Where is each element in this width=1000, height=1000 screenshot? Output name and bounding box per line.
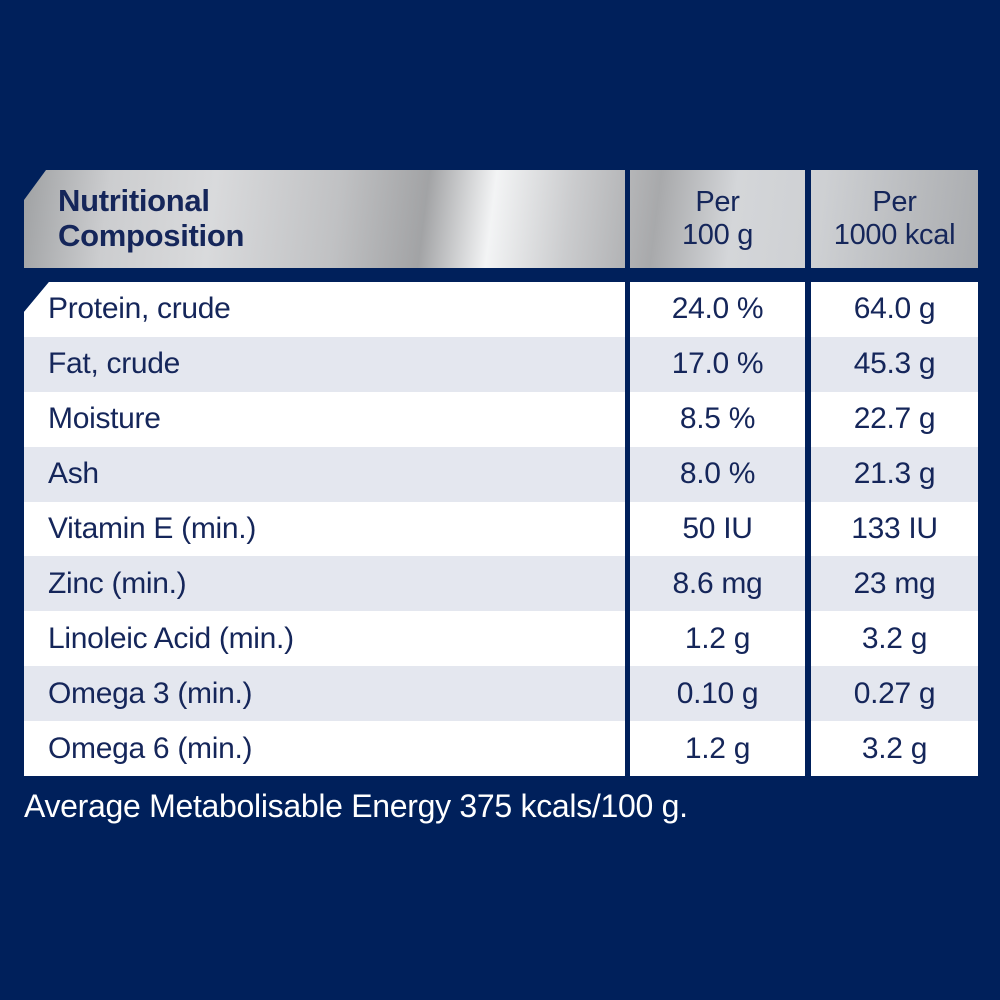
row-value-per-100g: 24.0 % bbox=[671, 292, 764, 326]
column-divider bbox=[625, 501, 630, 557]
col-header-per-100g: Per 100 g bbox=[630, 170, 805, 268]
column-divider bbox=[805, 721, 811, 776]
col-header-line: Per bbox=[872, 185, 917, 218]
row-value-per-1000kcal: 3.2 g bbox=[861, 731, 928, 765]
row-value-per-100g: 8.6 mg bbox=[672, 566, 763, 600]
row-label: Protein, crude bbox=[48, 292, 231, 326]
row-value-per-100g: 0.10 g bbox=[676, 676, 759, 710]
column-divider bbox=[625, 611, 630, 667]
row-label: Linoleic Acid (min.) bbox=[48, 621, 294, 655]
column-divider bbox=[805, 611, 811, 667]
col-header-line: Per bbox=[695, 185, 740, 218]
row-value-per-1000kcal: 64.0 g bbox=[853, 292, 936, 326]
column-divider bbox=[625, 446, 630, 502]
table-row: Protein, crude 24.0 % 64.0 g bbox=[24, 282, 978, 337]
row-value-per-100g: 1.2 g bbox=[684, 621, 751, 655]
col-header-line: 100 g bbox=[681, 219, 754, 251]
column-divider bbox=[805, 391, 811, 447]
row-label: Omega 6 (min.) bbox=[48, 731, 253, 765]
table-row: Omega 3 (min.) 0.10 g 0.27 g bbox=[24, 666, 978, 722]
col-header-per-1000kcal: Per 1000 kcal bbox=[811, 170, 978, 268]
column-divider bbox=[625, 666, 630, 722]
column-divider bbox=[805, 282, 811, 337]
row-value-per-100g: 1.2 g bbox=[684, 731, 751, 765]
header-title-cell: Nutritional Composition bbox=[24, 170, 625, 268]
row-value-per-1000kcal: 23 mg bbox=[853, 566, 936, 600]
table-row: Omega 6 (min.) 1.2 g 3.2 g bbox=[24, 721, 978, 776]
row-label: Ash bbox=[48, 457, 99, 491]
table-row: Moisture 8.5 % 22.7 g bbox=[24, 391, 978, 447]
row-label: Zinc (min.) bbox=[48, 566, 187, 600]
row-label: Omega 3 (min.) bbox=[48, 676, 253, 710]
col-header-line: 1000 kcal bbox=[833, 219, 956, 251]
column-divider bbox=[805, 666, 811, 722]
row-value-per-100g: 8.0 % bbox=[679, 457, 756, 491]
column-divider bbox=[805, 336, 811, 392]
column-divider bbox=[805, 446, 811, 502]
row-label: Moisture bbox=[48, 402, 161, 436]
column-divider bbox=[805, 556, 811, 612]
row-label: Vitamin E (min.) bbox=[48, 512, 257, 545]
table-row: Linoleic Acid (min.) 1.2 g 3.2 g bbox=[24, 611, 978, 667]
table-title: Nutritional Composition bbox=[58, 183, 245, 253]
table-row: Fat, crude 17.0 % 45.3 g bbox=[24, 336, 978, 392]
metabolisable-energy-note: Average Metabolisable Energy 375 kcals/1… bbox=[24, 788, 688, 824]
row-value-per-100g: 8.5 % bbox=[679, 402, 756, 436]
row-value-per-1000kcal: 21.3 g bbox=[853, 457, 936, 491]
row-value-per-1000kcal: 45.3 g bbox=[853, 347, 936, 381]
row-value-per-1000kcal: 133 IU bbox=[851, 512, 938, 545]
row-value-per-1000kcal: 0.27 g bbox=[853, 676, 936, 710]
table-row: Ash 8.0 % 21.3 g bbox=[24, 446, 978, 502]
row-label: Fat, crude bbox=[48, 347, 181, 381]
column-divider bbox=[625, 556, 630, 612]
column-divider bbox=[625, 391, 630, 447]
column-divider bbox=[625, 721, 630, 776]
nutrition-table: Protein, crude 24.0 % 64.0 g Fat, crude … bbox=[24, 282, 978, 776]
column-divider bbox=[625, 170, 630, 268]
row-value-per-1000kcal: 3.2 g bbox=[861, 621, 928, 655]
row-value-per-100g: 50 IU bbox=[682, 512, 753, 545]
column-divider bbox=[625, 336, 630, 392]
column-divider bbox=[805, 501, 811, 557]
table-row: Zinc (min.) 8.6 mg 23 mg bbox=[24, 556, 978, 612]
row-value-per-100g: 17.0 % bbox=[671, 347, 764, 381]
table-row: Vitamin E (min.) 50 IU 133 IU bbox=[24, 501, 978, 557]
column-divider bbox=[625, 282, 630, 337]
table-header: Nutritional Composition Per 100 g Per 10… bbox=[24, 170, 978, 268]
column-divider bbox=[805, 170, 811, 268]
row-value-per-1000kcal: 22.7 g bbox=[853, 402, 936, 436]
